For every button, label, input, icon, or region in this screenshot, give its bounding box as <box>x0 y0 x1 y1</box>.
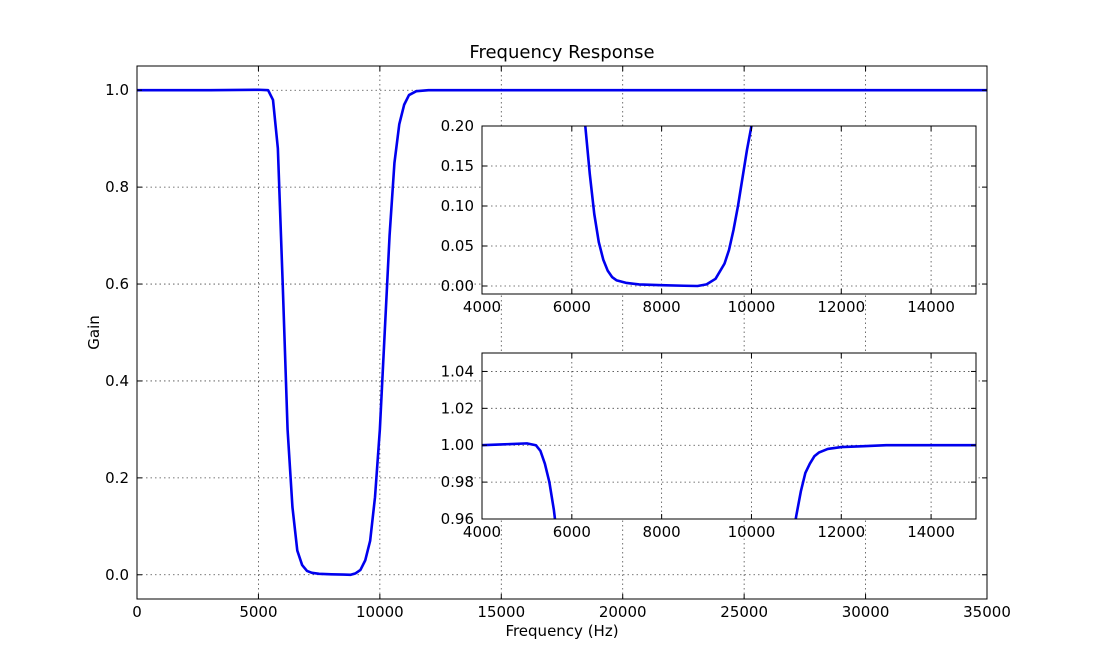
inset-bottom-axes: 4000 6000 8000 10000 12000 14000 0.96 0.98 1.00 1… <box>441 352 977 541</box>
y-axis-label: Gain <box>85 315 103 350</box>
inset-bottom-plot-area <box>482 353 976 519</box>
inset-top-series-line-0 <box>583 126 753 288</box>
main-frame <box>136 65 988 600</box>
main-xtick-label-5: 25000 <box>720 603 768 621</box>
inset-top-ytick-label-1: 0.05 <box>441 237 474 255</box>
main-ytick-label-3: 0.6 <box>105 275 129 293</box>
main-xtick-label-6: 30000 <box>842 603 890 621</box>
inset-bottom-xtick-label-0: 4000 <box>463 523 501 541</box>
main-xtick-label-2: 10000 <box>356 603 404 621</box>
inset-bottom-series-line-1 <box>794 443 976 519</box>
inset-top-ytick-label-2: 0.10 <box>441 197 474 215</box>
x-axis-label: Frequency (Hz) <box>505 622 618 640</box>
inset-bottom-ytick-label-1: 0.98 <box>441 473 474 491</box>
main-ytick-label-4: 0.8 <box>105 178 129 196</box>
main-ytick-label-0: 0.0 <box>105 566 129 584</box>
main-ytick-label-2: 0.4 <box>105 372 129 390</box>
inset-top-xtick-label-2: 8000 <box>643 298 681 316</box>
inset-top-xtick-label-0: 4000 <box>463 298 501 316</box>
main-xtick-label-3: 15000 <box>477 603 525 621</box>
main-xtick-label-0: 0 <box>132 603 142 621</box>
inset-bottom-ytick-label-0: 0.96 <box>441 510 474 528</box>
main-xtick-label-4: 20000 <box>599 603 647 621</box>
inset-top-ytick-label-0: 0.00 <box>441 277 474 295</box>
main-ytick-label-1: 0.2 <box>105 469 129 487</box>
inset-top-xtick-label-3: 10000 <box>728 298 776 316</box>
inset-top-xtick-label-4: 12000 <box>817 298 865 316</box>
inset-top-ytick-label-4: 0.20 <box>441 117 474 135</box>
inset-top-xtick-label-5: 14000 <box>907 298 955 316</box>
inset-bottom-xtick-label-1: 6000 <box>553 523 591 541</box>
inset-bottom-xtick-label-3: 10000 <box>728 523 776 541</box>
main-xtick-label-1: 5000 <box>239 603 277 621</box>
inset-bottom-series-line-0 <box>482 442 557 519</box>
inset-bottom-ytick-label-2: 1.00 <box>441 436 474 454</box>
inset-top-xtick-label-1: 6000 <box>553 298 591 316</box>
inset-bottom-frame <box>481 352 977 520</box>
inset-bottom-xtick-label-5: 14000 <box>907 523 955 541</box>
inset-bottom-ytick-label-4: 1.04 <box>441 362 474 380</box>
main-ytick-label-5: 1.0 <box>105 81 129 99</box>
inset-top-plot-area <box>482 126 976 294</box>
inset-top-ytick-label-3: 0.15 <box>441 157 474 175</box>
inset-top-axes: 4000 6000 8000 10000 12000 14000 0.00 0.05 0.10 0… <box>441 117 977 316</box>
inset-top-frame <box>481 125 977 295</box>
main-series-line-0 <box>137 88 987 577</box>
inset-bottom-xtick-label-2: 8000 <box>643 523 681 541</box>
chart-title: Frequency Response <box>469 42 654 63</box>
inset-bottom-xtick-label-4: 12000 <box>817 523 865 541</box>
main-xtick-label-7: 35000 <box>963 603 1011 621</box>
inset-bottom-ytick-label-3: 1.02 <box>441 399 474 417</box>
